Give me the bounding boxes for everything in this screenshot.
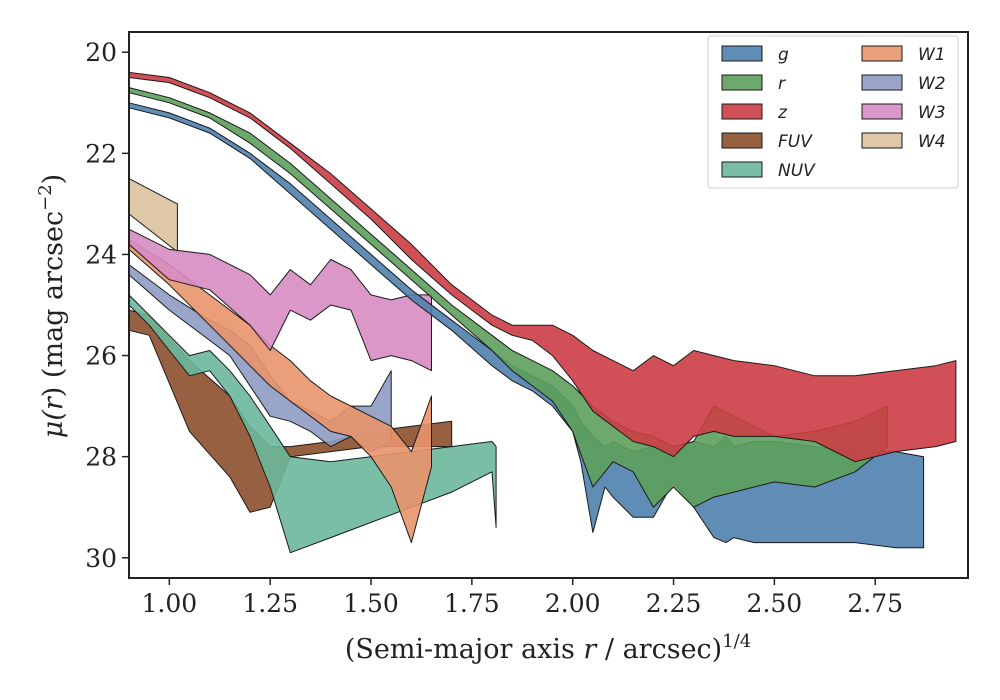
legend-label-z: z bbox=[777, 103, 788, 123]
y-tick-label: 26 bbox=[85, 342, 117, 371]
legend-box bbox=[707, 35, 959, 189]
x-tick-label: 2.75 bbox=[847, 589, 903, 618]
legend-swatch-nuv bbox=[721, 161, 763, 178]
legend-label-w1: W1 bbox=[918, 45, 946, 65]
x-axis-label: (Semi-major axis r / arcsec)1/4 bbox=[345, 631, 751, 665]
x-tick-label: 2.25 bbox=[646, 589, 702, 618]
area-series-layer bbox=[128, 71, 957, 554]
legend: grz FUV NUV W1 W2 W3 W4 bbox=[707, 35, 959, 189]
legend-swatch-z bbox=[721, 103, 763, 120]
legend-swatch-w2 bbox=[861, 74, 903, 91]
y-tick-label: 20 bbox=[85, 38, 117, 67]
x-tick-label: 1.00 bbox=[142, 589, 198, 618]
legend-swatch-fuv bbox=[721, 132, 763, 149]
x-tick-label: 1.25 bbox=[242, 589, 298, 618]
legend-swatch-w4 bbox=[861, 132, 903, 149]
plot-frame bbox=[128, 31, 969, 579]
y-tick-label: 22 bbox=[85, 139, 117, 168]
y-tick-label: 30 bbox=[85, 544, 117, 573]
legend-label-w3: W3 bbox=[918, 103, 946, 123]
legend-items: grz FUV NUV W1 W2 W3 W4 bbox=[721, 45, 946, 181]
legend-label-r: r bbox=[778, 74, 786, 94]
x-tick-label: 2.50 bbox=[747, 589, 803, 618]
legend-swatch-g bbox=[721, 45, 763, 62]
x-tick-label: 1.50 bbox=[343, 589, 399, 618]
legend-label-w4: W4 bbox=[918, 132, 946, 152]
area-band-w1 bbox=[128, 238, 432, 544]
y-tick-label: 24 bbox=[85, 240, 117, 269]
legend-label-nuv: NUV bbox=[778, 161, 816, 181]
area-band-z bbox=[128, 71, 957, 463]
y-axis-label: μ(r) (mag arcsec−2) bbox=[35, 174, 69, 438]
x-axis: 1.00 1.25 1.50 1.75 2.00 2.25 2.50 2.75 bbox=[142, 578, 903, 618]
y-axis: 20 22 24 26 28 30 bbox=[85, 38, 129, 573]
legend-label-g: g bbox=[778, 45, 789, 65]
area-band-w3 bbox=[128, 228, 432, 372]
y-tick-label: 28 bbox=[85, 443, 117, 472]
x-tick-label: 1.75 bbox=[444, 589, 500, 618]
legend-label-fuv: FUV bbox=[778, 132, 813, 152]
x-tick-label: 2.00 bbox=[545, 589, 601, 618]
legend-swatch-w3 bbox=[861, 103, 903, 120]
legend-label-w2: W2 bbox=[918, 74, 946, 94]
legend-swatch-r bbox=[721, 74, 763, 91]
legend-swatch-w1 bbox=[861, 45, 903, 62]
